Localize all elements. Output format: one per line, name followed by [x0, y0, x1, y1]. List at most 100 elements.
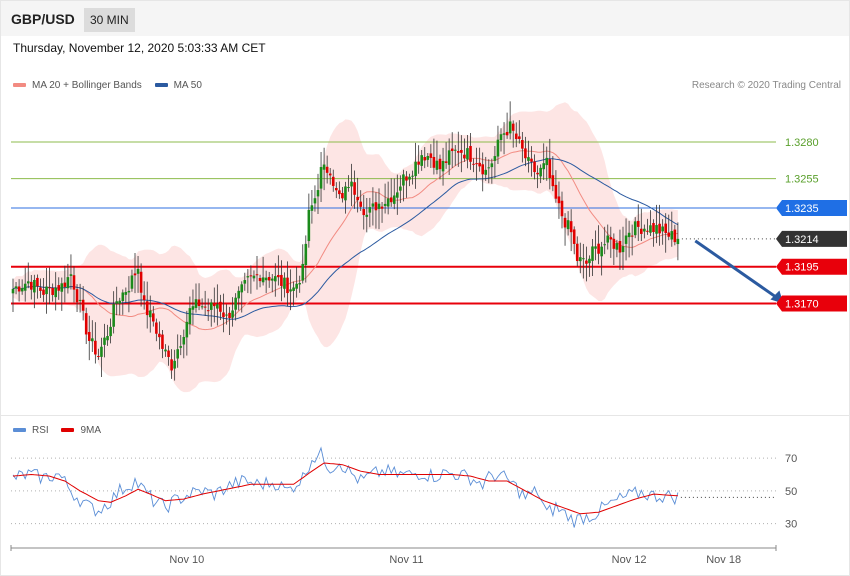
candle-body — [545, 157, 549, 166]
candle-body — [569, 221, 573, 233]
rsi-tick-70: 70 — [785, 453, 797, 465]
candle-body — [557, 196, 561, 204]
candle-body — [261, 277, 265, 283]
candle-body — [365, 214, 369, 217]
candle-body — [243, 280, 247, 284]
candle-body — [209, 302, 213, 310]
candle-body — [630, 235, 634, 237]
candle-body — [331, 176, 335, 186]
level-tag-support-5 — [776, 295, 847, 312]
candle-body — [200, 306, 204, 308]
candle-body — [484, 169, 488, 175]
candle-body — [341, 193, 344, 199]
candle-body — [521, 140, 524, 149]
candle-body — [624, 235, 628, 244]
candle-body — [313, 198, 317, 204]
candle-body — [542, 163, 545, 170]
candle-body — [246, 276, 250, 278]
pane-separator — [1, 415, 849, 416]
candle-body — [450, 148, 454, 152]
candle-body — [582, 258, 585, 260]
rsi-ma-line — [12, 462, 678, 515]
level-label-5: 1.3170 — [785, 298, 819, 310]
timeframe-badge[interactable]: 30 MIN — [84, 8, 135, 32]
candle-body — [457, 151, 460, 153]
rsi-line — [12, 446, 679, 528]
candle-body — [396, 192, 399, 198]
candle-body — [23, 283, 27, 291]
candle-body — [69, 274, 73, 276]
candle-body — [392, 195, 396, 204]
forecast-arrow-shaft — [694, 239, 781, 301]
candle-body — [386, 198, 390, 207]
candle-body — [249, 275, 253, 277]
x-tick-label-3: Nov 18 — [706, 554, 741, 566]
candle-body — [353, 182, 356, 195]
candle-body — [142, 295, 146, 301]
candle-body — [646, 230, 649, 232]
candle-body — [466, 148, 469, 160]
candle-body — [594, 246, 597, 249]
candle-body — [444, 161, 448, 163]
candle-body — [405, 176, 408, 181]
candle-body — [78, 299, 82, 301]
candle-body — [289, 289, 292, 292]
candle-body — [295, 283, 298, 289]
candle-body — [563, 217, 567, 228]
rsi-tick-30: 30 — [785, 519, 797, 531]
candle-body — [344, 186, 347, 201]
candle-body — [585, 260, 588, 264]
candle-body — [539, 167, 542, 177]
candle-body — [115, 301, 118, 304]
level-label-2: 1.3235 — [785, 203, 819, 215]
candle-body — [463, 154, 466, 159]
candle-body — [185, 321, 189, 338]
candle-body — [548, 159, 552, 179]
candle-body — [228, 312, 231, 319]
candle-body — [472, 163, 475, 165]
candle-body — [338, 190, 341, 195]
legend-swatch-rsi — [13, 428, 26, 433]
candle-body — [603, 244, 606, 246]
candle-body — [350, 181, 353, 187]
candle-body — [240, 284, 244, 293]
candle-body — [100, 346, 103, 357]
candle-body — [155, 322, 158, 334]
candle-body — [164, 349, 167, 352]
candle-body — [615, 243, 619, 250]
candles — [11, 101, 680, 381]
candle-body — [11, 288, 15, 294]
chart-timestamp: Thursday, November 12, 2020 5:03:33 AM C… — [13, 41, 266, 55]
candle-body — [490, 163, 494, 168]
level-label-1: 1.3255 — [785, 174, 819, 186]
candle-body — [429, 153, 433, 158]
candle-body — [145, 301, 149, 316]
candle-body — [636, 220, 640, 227]
candle-body — [441, 160, 445, 172]
candle-body — [258, 278, 262, 282]
x-tick-label-2: Nov 12 — [612, 554, 647, 566]
candle-body — [148, 310, 152, 318]
candle-body — [191, 306, 195, 310]
candle-body — [188, 308, 192, 325]
candle-body — [264, 277, 268, 281]
level-tag-last-3 — [776, 230, 847, 247]
candle-body — [432, 156, 436, 168]
candle-body — [213, 302, 216, 307]
candle-body — [304, 243, 308, 266]
candle-body — [94, 340, 97, 355]
candle-body — [197, 299, 201, 307]
candle-body — [216, 304, 219, 309]
candle-body — [518, 136, 521, 139]
ma50-line — [12, 158, 679, 320]
candle-body — [527, 157, 530, 161]
candle-body — [167, 350, 170, 357]
candle-body — [655, 225, 658, 234]
candle-body — [286, 277, 289, 294]
candle-body — [566, 220, 570, 230]
candle-body — [280, 274, 283, 286]
candle-body — [139, 271, 143, 293]
candle-body — [121, 292, 125, 302]
candle-body — [136, 268, 140, 274]
x-tick-label-0: Nov 10 — [169, 554, 204, 566]
